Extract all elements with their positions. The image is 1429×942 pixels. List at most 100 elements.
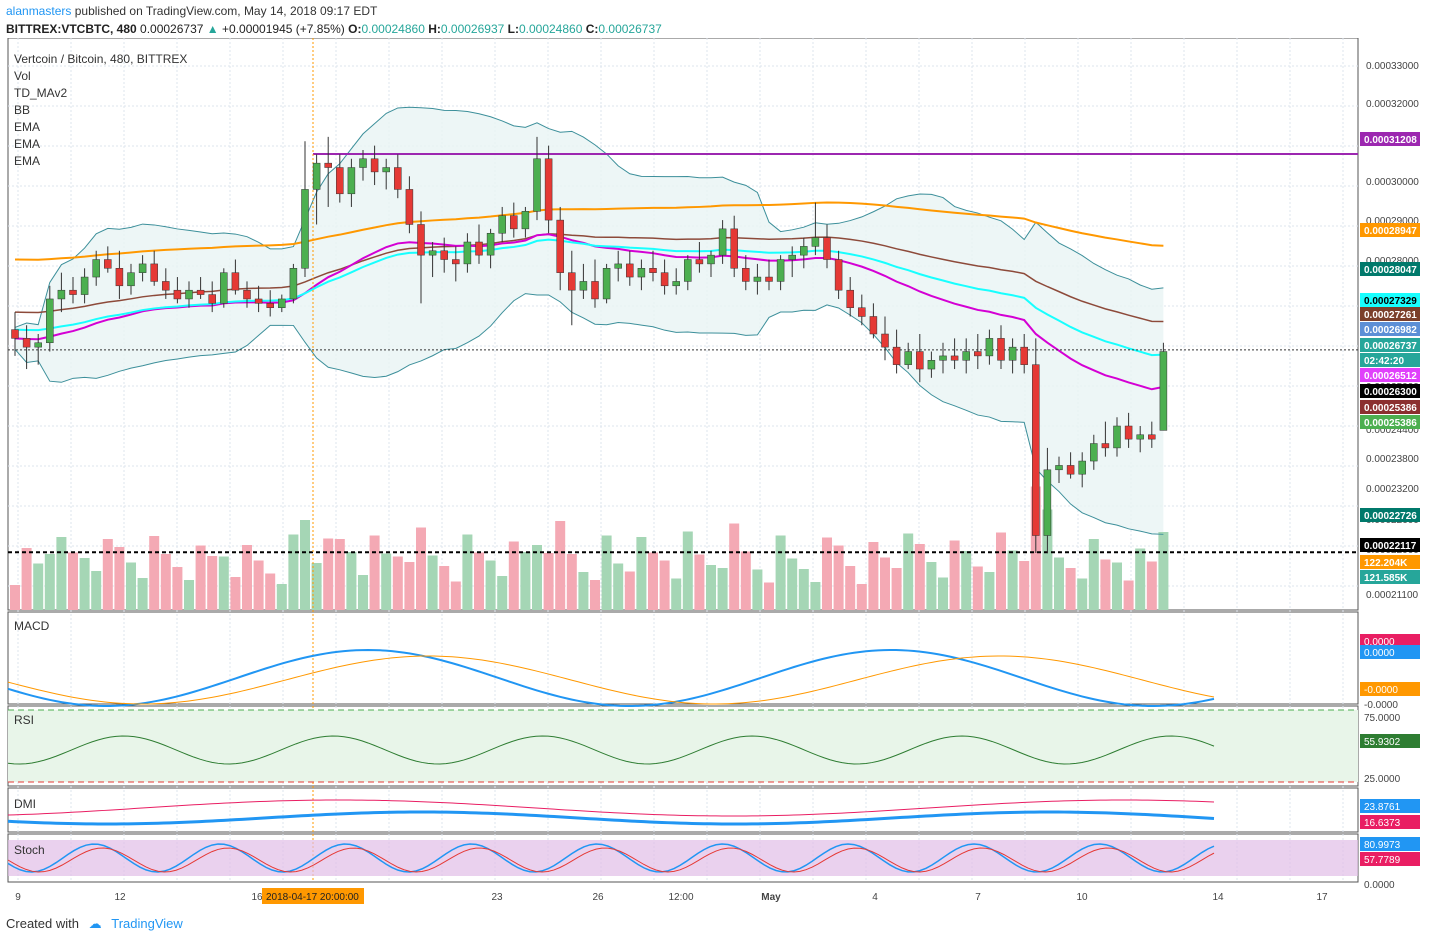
pane-badge: [1360, 645, 1420, 659]
price-tick: 0.00023200: [1366, 484, 1419, 495]
legend-tdma[interactable]: TD_MAv2: [14, 86, 68, 100]
candle-body: [1078, 460, 1086, 475]
stoch-band: [8, 840, 1358, 876]
close-value: 0.00026737: [598, 22, 662, 36]
volume-bar: [810, 582, 821, 610]
price-badge-label: 122.204K: [1364, 558, 1408, 569]
tradingview-brand[interactable]: TradingView: [111, 916, 183, 931]
candle-body: [997, 338, 1005, 361]
time-tick: 26: [592, 892, 604, 903]
volume-bar: [508, 541, 519, 610]
price-badge: [1360, 262, 1420, 276]
candle-body: [80, 276, 89, 295]
candle-body: [916, 351, 924, 370]
time-tick: May: [761, 892, 781, 903]
volume-bar: [1135, 548, 1146, 610]
volume-bar: [1019, 561, 1030, 610]
volume-bar: [288, 534, 299, 610]
volume-bar: [787, 558, 798, 610]
candle-body: [869, 316, 878, 335]
candle-body: [718, 228, 727, 256]
candle-body: [637, 268, 646, 278]
volume-bar: [775, 535, 786, 610]
pane-title-macd[interactable]: MACD: [14, 619, 50, 633]
legend-ema-3[interactable]: EMA: [14, 154, 41, 168]
time-tick: 4: [872, 892, 878, 903]
legend-ema-2[interactable]: EMA: [14, 137, 41, 151]
price-badge: [1360, 555, 1420, 569]
candle-body: [556, 219, 564, 273]
pane-label: 0.0000: [1364, 648, 1395, 659]
author-link[interactable]: alanmasters: [6, 4, 72, 18]
volume-bar: [300, 520, 310, 610]
volume-bar: [891, 568, 902, 610]
candle-body: [800, 246, 808, 256]
indicator-lines: [8, 38, 1358, 882]
crosshair-date-badge: [262, 888, 364, 904]
candle-body: [834, 259, 843, 291]
volume-bar: [160, 554, 171, 610]
pane-title-dmi[interactable]: DMI: [14, 797, 36, 811]
candle-body: [1043, 469, 1052, 536]
volume-bar: [404, 562, 415, 610]
footer: Created with ☁ TradingView: [6, 916, 183, 932]
low-label: L:: [507, 22, 519, 36]
pane-title-stoch[interactable]: Stoch: [14, 843, 45, 857]
candle-body: [568, 272, 576, 291]
price-axis: 0.000330000.000320000.000310000.00030000…: [1360, 61, 1420, 891]
legend-ema-1[interactable]: EMA: [14, 120, 41, 134]
candles: [11, 136, 1168, 554]
volume-bar: [578, 572, 589, 610]
price-badge-label: 0.00022726: [1364, 511, 1417, 522]
volume-bar: [334, 539, 345, 610]
candle-body: [1008, 346, 1017, 361]
price-badge: [1360, 223, 1420, 237]
volume-bar: [230, 577, 241, 610]
price-badge-label: 0.00028047: [1364, 265, 1417, 276]
chart-canvas[interactable]: 0.000330000.000320000.000310000.00030000…: [0, 38, 1429, 912]
candle-body: [591, 281, 599, 300]
candle-body: [104, 259, 112, 269]
volume-bar: [184, 580, 194, 610]
volume-bar: [694, 554, 705, 610]
volume-bar: [833, 545, 844, 610]
price-badge: [1360, 415, 1420, 429]
volume-bar: [798, 569, 809, 610]
volume-bar: [91, 571, 102, 610]
candle-body: [475, 241, 483, 256]
volume-bar: [729, 523, 740, 610]
candle-body: [881, 333, 889, 348]
volume-bar: [485, 560, 496, 610]
candle-body: [660, 272, 669, 287]
candle-body: [347, 167, 356, 195]
low-value: 0.00024860: [518, 22, 583, 36]
volume-bar: [520, 552, 531, 610]
volume-bar: [126, 562, 136, 610]
tradingview-logo-icon[interactable]: ☁: [88, 916, 102, 931]
candle-body: [927, 360, 936, 370]
pane-title-rsi[interactable]: RSI: [14, 713, 35, 727]
volume-bar: [914, 544, 925, 610]
legend-bb[interactable]: BB: [14, 103, 31, 117]
stoch-d: [7, 847, 1215, 873]
candle-body: [962, 351, 970, 361]
candle-body: [707, 254, 715, 265]
volume-bar: [44, 554, 55, 610]
volume-bar: [311, 563, 322, 610]
price-badge: [1360, 132, 1420, 146]
price-tick: 0.00023800: [1366, 454, 1419, 465]
pane-badge: [1360, 837, 1420, 851]
legend-vol[interactable]: Vol: [14, 69, 31, 83]
price-badge-label: 0.00028947: [1364, 226, 1417, 237]
candle-body: [950, 355, 959, 361]
price-tick: 0.00029000: [1366, 216, 1419, 227]
candle-body: [312, 162, 321, 190]
candle-body: [57, 289, 66, 300]
open-label: O:: [348, 22, 362, 36]
volume-bar: [822, 537, 832, 610]
volume-bar: [276, 584, 287, 610]
pane-frame: [7, 611, 1359, 705]
candle-body: [765, 276, 773, 282]
volume-bar: [961, 551, 972, 610]
candle-body: [127, 272, 135, 287]
